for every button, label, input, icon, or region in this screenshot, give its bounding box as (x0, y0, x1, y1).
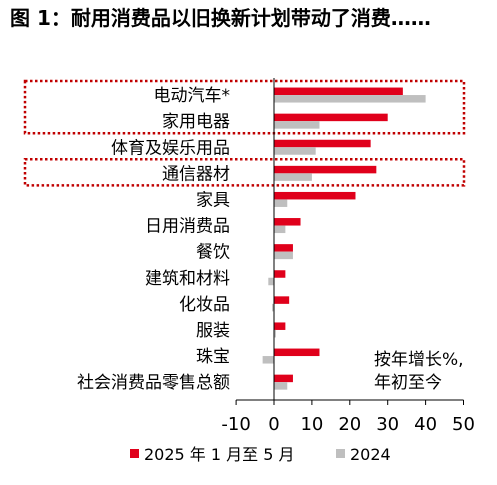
bar-2024 (274, 147, 316, 155)
bar-2024 (274, 199, 288, 207)
bar-2025 (274, 218, 301, 226)
bar-2024 (274, 251, 293, 260)
bar-2024 (274, 225, 286, 234)
category-label: 化妆品 (179, 295, 230, 315)
x-tick-label: 30 (376, 414, 399, 435)
figure-title: 图 1：耐用消费品以旧换新计划带动了消费…… (10, 6, 431, 30)
legend-swatch-2024 (336, 449, 345, 458)
category-label: 家具 (196, 190, 230, 210)
bar-2024 (274, 329, 276, 338)
category-label: 建筑和材料 (145, 269, 230, 289)
legend-label-2025: 2025 年 1 月至 5 月 (144, 445, 295, 464)
bar-2025 (274, 165, 377, 174)
bar-2025 (274, 191, 356, 200)
bar-2025 (274, 113, 388, 122)
x-tick-label: 20 (338, 414, 361, 435)
x-tick-label: 0 (268, 414, 279, 435)
bar-2024 (262, 356, 274, 364)
annotation-line-2: 年初至今 (374, 373, 442, 393)
category-label: 家用电器 (162, 112, 230, 132)
bar-2024 (268, 277, 274, 286)
annotation-line-1: 按年增长%, (374, 350, 464, 370)
bar-2025 (274, 348, 320, 357)
bar-2025 (274, 139, 371, 148)
category-label: 日用消费品 (145, 217, 230, 237)
bar-2025 (274, 374, 293, 383)
category-label: 通信器材 (162, 164, 230, 184)
legend-swatch-2025 (130, 449, 139, 458)
category-label: 社会消费品零售总额 (77, 373, 230, 393)
bar-2024 (274, 121, 320, 129)
bar-2024 (274, 173, 312, 181)
bar-2025 (274, 244, 293, 252)
bar-2024 (274, 382, 288, 390)
x-tick-label: 10 (300, 414, 323, 435)
bar-2025 (274, 270, 286, 278)
bar-2025 (274, 87, 403, 96)
bar-2025 (274, 296, 290, 304)
category-label: 电动汽车* (154, 86, 231, 106)
legend: 2025 年 1 月至 5 月 2024 (130, 445, 391, 464)
highlight-box (23, 79, 466, 135)
x-tick-label: 40 (414, 414, 437, 435)
bar-2025 (274, 322, 286, 330)
highlight-box (23, 158, 466, 187)
bar-2024 (272, 303, 274, 312)
category-label: 体育及娱乐用品 (111, 138, 230, 158)
category-label: 珠宝 (196, 347, 230, 367)
bar-2024 (274, 95, 426, 103)
legend-label-2024: 2024 (350, 445, 391, 464)
x-tick-label: -10 (221, 414, 250, 435)
category-label: 服装 (196, 321, 230, 341)
x-tick-label: 50 (452, 414, 475, 435)
category-label: 餐饮 (196, 243, 230, 263)
